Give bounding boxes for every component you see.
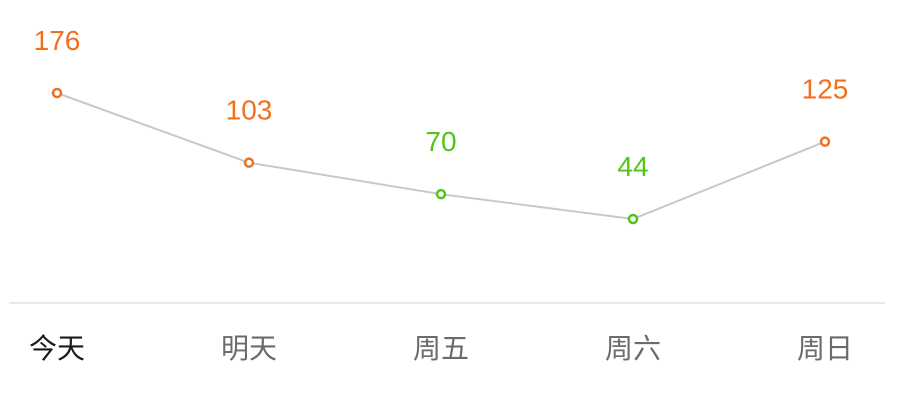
x-tick-label: 今天	[29, 332, 85, 365]
data-value-label: 44	[617, 151, 648, 182]
x-tick-label: 周六	[605, 332, 661, 365]
data-point	[627, 213, 639, 225]
data-value-label: 176	[34, 25, 81, 56]
x-tick-label: 周五	[413, 332, 469, 365]
x-tick-label: 明天	[221, 332, 277, 365]
data-value-label: 70	[425, 126, 456, 157]
x-tick-label: 周日	[797, 332, 853, 365]
data-point	[243, 157, 255, 168]
data-point	[435, 188, 447, 200]
data-point	[51, 87, 63, 99]
data-point	[819, 136, 831, 147]
data-value-label: 125	[802, 74, 849, 105]
data-value-label: 103	[226, 95, 273, 126]
